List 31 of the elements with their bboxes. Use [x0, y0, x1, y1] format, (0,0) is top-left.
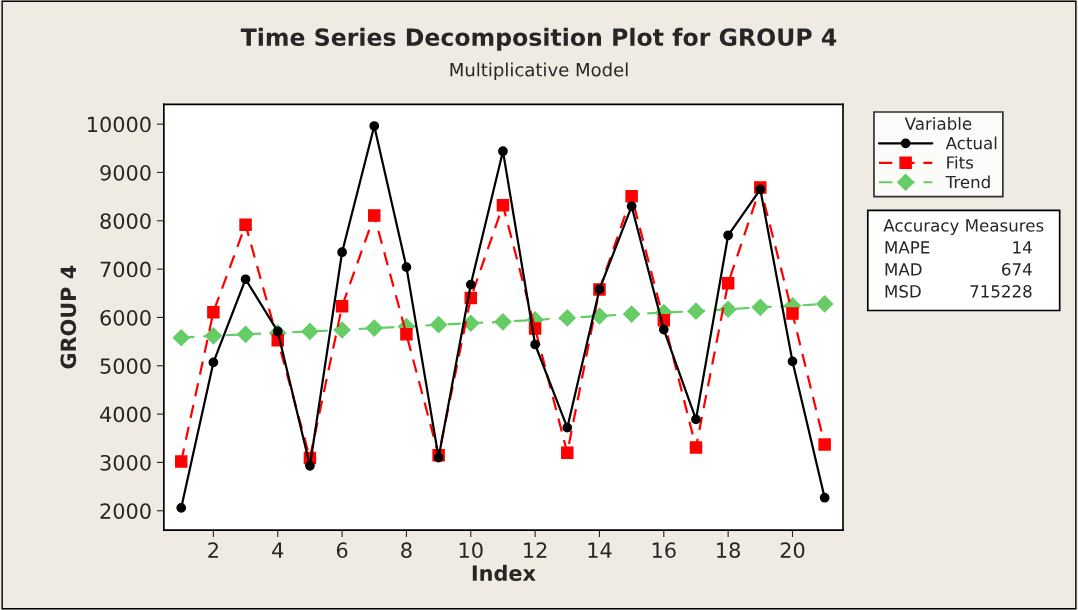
legend-label: Actual: [945, 136, 997, 150]
x-tick-label: 10: [459, 542, 483, 559]
text: Accuracy Measures: [883, 219, 1044, 235]
x-tick-label: 18: [717, 542, 740, 559]
chart-subtitle: Multiplicative Model: [450, 62, 628, 80]
x-tick-label: 20: [780, 542, 805, 559]
x-tick-label: 2: [208, 542, 218, 558]
y-tick-label: 10000: [88, 116, 151, 133]
text: MAD 674: [885, 263, 1032, 276]
y-tick-label: 9000: [100, 164, 151, 181]
legend-label: Fits: [947, 155, 974, 169]
y-tick-label: 4000: [100, 406, 151, 423]
y-tick-label: 3000: [100, 454, 151, 471]
x-axis-title: Index: [472, 564, 536, 581]
legend-label: Trend: [945, 175, 990, 189]
text: MAPE 14: [885, 241, 1032, 254]
x-tick-label: 14: [588, 542, 612, 558]
y-tick-label: 6000: [100, 309, 151, 326]
y-tick-label: 7000: [100, 261, 151, 278]
text: MSD 715228: [885, 285, 1032, 298]
x-tick-label: 4: [272, 542, 284, 558]
y-tick-label: 5000: [100, 358, 151, 374]
y-axis-title: GROUP 4: [60, 265, 77, 369]
x-tick-label: 16: [652, 542, 676, 559]
legend-title: Variable: [904, 117, 972, 130]
x-tick-label: 8: [401, 542, 412, 559]
chart-title: Time Series Decomposition Plot for GROUP 4: [240, 27, 837, 51]
y-tick-label: 2000: [100, 503, 151, 519]
y-tick-label: 8000: [100, 213, 151, 229]
x-tick-label: 12: [524, 542, 547, 558]
x-tick-label: 6: [336, 542, 348, 559]
